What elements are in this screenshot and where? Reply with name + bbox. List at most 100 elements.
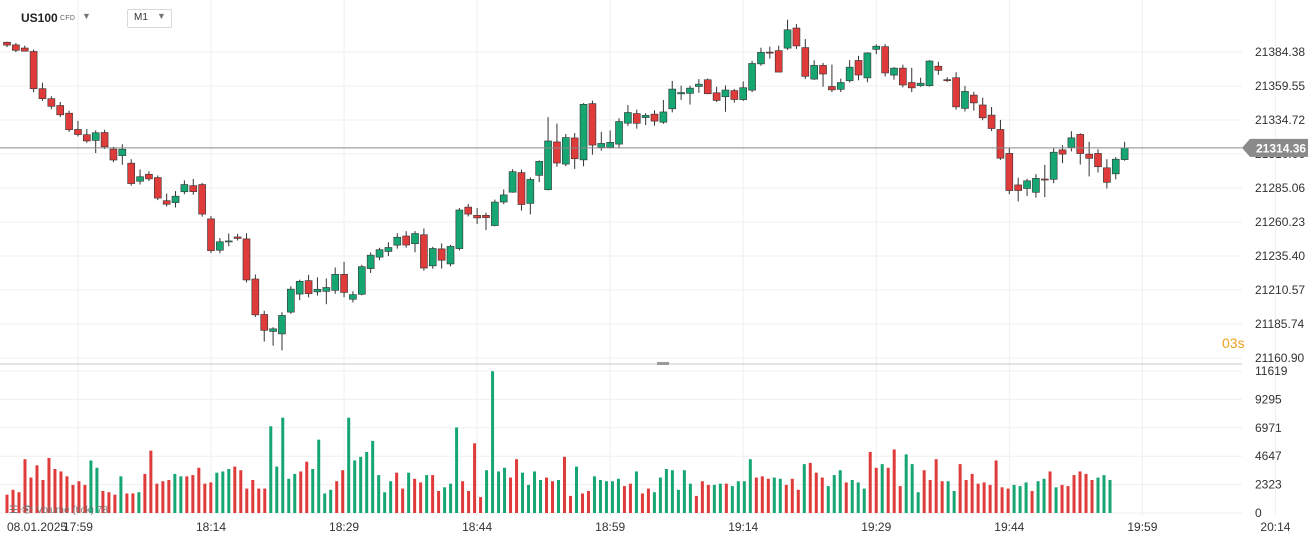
volume-bar bbox=[401, 488, 405, 513]
volume-bar bbox=[652, 492, 656, 513]
candle bbox=[136, 169, 144, 185]
volume-bar bbox=[467, 491, 471, 513]
current-price-tag bbox=[1242, 138, 1308, 157]
candle bbox=[650, 110, 659, 126]
candle-body bbox=[1076, 134, 1085, 154]
candle-body bbox=[83, 134, 91, 142]
candle bbox=[748, 60, 756, 93]
volume-bar bbox=[413, 478, 417, 513]
candle-body bbox=[748, 63, 756, 91]
volume-bar bbox=[892, 449, 896, 513]
volume-bar bbox=[802, 464, 806, 513]
time-axis-date-label: 08.01.2025 bbox=[7, 520, 67, 534]
candle-body bbox=[180, 184, 189, 193]
volume-bar bbox=[808, 462, 812, 513]
volume-bar bbox=[604, 481, 608, 513]
candlesticks bbox=[3, 19, 1129, 351]
candle-body bbox=[455, 209, 464, 249]
candle bbox=[579, 103, 588, 167]
price-axis-label: 21210.57 bbox=[1255, 283, 1305, 297]
candle-body bbox=[198, 184, 206, 215]
volume-bar bbox=[928, 480, 932, 513]
volume-bar bbox=[562, 456, 566, 513]
candle-body bbox=[171, 195, 180, 203]
candle-body bbox=[526, 179, 535, 204]
candle-body bbox=[916, 82, 925, 86]
symbol-type-label: CFD bbox=[60, 15, 76, 22]
candle bbox=[207, 216, 215, 253]
candle-body bbox=[56, 105, 65, 116]
volume-bar bbox=[281, 417, 285, 513]
volume-bar bbox=[17, 492, 21, 513]
volume-bar bbox=[83, 484, 87, 513]
candle-body bbox=[757, 52, 765, 65]
timeframe-selector[interactable]: M1 ▼ bbox=[127, 9, 172, 28]
candle bbox=[145, 171, 153, 182]
candle bbox=[1085, 141, 1093, 177]
volume-bar bbox=[760, 476, 764, 513]
time-axis-label: 19:14 bbox=[728, 520, 758, 534]
candle bbox=[29, 49, 38, 93]
candle bbox=[943, 77, 952, 83]
candle-body bbox=[420, 234, 428, 269]
candle-body bbox=[978, 104, 987, 119]
candle bbox=[1032, 174, 1040, 198]
candle bbox=[162, 193, 171, 207]
volume-bar bbox=[347, 417, 351, 513]
candle-body bbox=[517, 172, 526, 205]
candle-body bbox=[189, 185, 198, 192]
volume-bar bbox=[11, 489, 15, 513]
candle bbox=[180, 180, 189, 195]
volume-bar bbox=[95, 467, 99, 513]
price-axis-label: 21359.55 bbox=[1255, 79, 1305, 93]
price-axis-label: 21235.40 bbox=[1255, 249, 1305, 263]
candle bbox=[331, 267, 339, 294]
volume-bar bbox=[503, 467, 507, 513]
price-overlay: 21314.36 03s ☰ 👁 Volume (tick) 78 bbox=[0, 138, 1308, 516]
symbol-label[interactable]: US100 bbox=[21, 11, 58, 25]
candle bbox=[721, 85, 730, 112]
candle bbox=[216, 238, 224, 254]
volume-axis-label: 9295 bbox=[1255, 392, 1282, 406]
candle bbox=[189, 178, 198, 195]
volume-bar bbox=[233, 466, 237, 513]
candle-body bbox=[12, 44, 20, 51]
volume-bar bbox=[670, 470, 674, 513]
volume-bar bbox=[736, 481, 740, 513]
candle-body bbox=[1120, 147, 1129, 160]
candle-body bbox=[464, 206, 473, 215]
volume-bar bbox=[850, 480, 854, 513]
volume-bar bbox=[658, 477, 662, 513]
candle-body bbox=[1111, 158, 1120, 175]
volume-bar bbox=[976, 483, 980, 513]
caret-down-icon[interactable]: ▼ bbox=[157, 11, 166, 21]
volume-bar bbox=[101, 491, 105, 513]
volume-bar bbox=[778, 478, 782, 513]
candle bbox=[562, 133, 570, 167]
candle bbox=[127, 159, 135, 186]
candle bbox=[517, 169, 526, 211]
volume-bar bbox=[71, 484, 75, 513]
candle bbox=[455, 208, 464, 251]
volume-bar bbox=[568, 495, 572, 513]
timeframe-label: M1 bbox=[134, 12, 148, 23]
candle bbox=[384, 242, 393, 257]
volume-bar bbox=[395, 472, 399, 513]
volume-bar bbox=[622, 486, 626, 513]
candle-body bbox=[1005, 153, 1014, 191]
candle bbox=[287, 286, 295, 314]
candle bbox=[1076, 133, 1085, 165]
caret-down-icon[interactable]: ▼ bbox=[82, 11, 91, 21]
volume-bar bbox=[724, 483, 728, 513]
candle bbox=[83, 129, 91, 143]
volume-bar bbox=[688, 483, 692, 513]
price-axis-label: 21185.74 bbox=[1255, 317, 1304, 331]
volume-bar bbox=[443, 487, 447, 513]
candle bbox=[1111, 156, 1120, 180]
volume-bar bbox=[1036, 481, 1040, 513]
candle bbox=[987, 107, 996, 132]
time-axis-label: 18:29 bbox=[329, 520, 359, 534]
candle-body bbox=[677, 92, 685, 95]
volume-bar bbox=[820, 477, 824, 513]
